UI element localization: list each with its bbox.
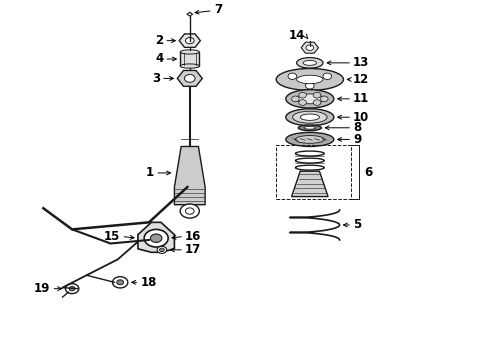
Text: 8: 8 [353, 121, 361, 134]
Circle shape [69, 287, 75, 291]
Ellipse shape [180, 64, 199, 68]
Circle shape [185, 37, 194, 44]
Circle shape [313, 93, 321, 98]
Circle shape [305, 83, 314, 89]
Polygon shape [174, 147, 205, 205]
Ellipse shape [180, 50, 199, 54]
Ellipse shape [276, 68, 343, 90]
Circle shape [113, 277, 128, 288]
Text: 14: 14 [289, 29, 305, 42]
Text: 4: 4 [155, 53, 163, 66]
Ellipse shape [286, 90, 334, 108]
Ellipse shape [296, 94, 324, 104]
Circle shape [299, 100, 306, 105]
Circle shape [150, 234, 162, 242]
Circle shape [292, 96, 299, 102]
Circle shape [157, 246, 167, 253]
Polygon shape [292, 171, 328, 197]
Ellipse shape [293, 111, 327, 123]
Polygon shape [138, 222, 174, 252]
Ellipse shape [286, 132, 334, 147]
Text: 2: 2 [155, 34, 163, 47]
Circle shape [320, 96, 328, 102]
Ellipse shape [295, 136, 324, 143]
Ellipse shape [296, 58, 323, 68]
Ellipse shape [300, 114, 319, 120]
Circle shape [313, 100, 321, 105]
Text: 9: 9 [353, 133, 361, 146]
Text: 11: 11 [353, 93, 369, 105]
Circle shape [299, 93, 306, 98]
Circle shape [185, 75, 195, 82]
Circle shape [288, 73, 296, 80]
Text: 7: 7 [214, 4, 222, 17]
Circle shape [306, 45, 314, 50]
Circle shape [144, 229, 168, 247]
Ellipse shape [298, 125, 321, 131]
Text: 5: 5 [353, 219, 361, 231]
Ellipse shape [296, 75, 323, 84]
Text: 16: 16 [185, 230, 201, 243]
Circle shape [180, 204, 199, 218]
Text: 1: 1 [146, 166, 154, 179]
Text: 19: 19 [34, 282, 50, 295]
Text: 12: 12 [353, 73, 369, 86]
Circle shape [65, 284, 79, 294]
Bar [276, 145, 351, 199]
Ellipse shape [286, 109, 334, 126]
Text: 15: 15 [104, 230, 120, 243]
Text: 18: 18 [140, 276, 157, 289]
Circle shape [185, 208, 194, 214]
Text: 6: 6 [364, 166, 372, 179]
Circle shape [323, 73, 332, 80]
Ellipse shape [303, 60, 317, 66]
Ellipse shape [304, 126, 316, 129]
Circle shape [160, 248, 164, 252]
Text: 17: 17 [185, 243, 201, 256]
Circle shape [117, 280, 123, 285]
Text: 3: 3 [152, 72, 160, 85]
Text: 10: 10 [353, 111, 369, 124]
FancyBboxPatch shape [180, 52, 199, 66]
Text: 13: 13 [353, 57, 369, 69]
